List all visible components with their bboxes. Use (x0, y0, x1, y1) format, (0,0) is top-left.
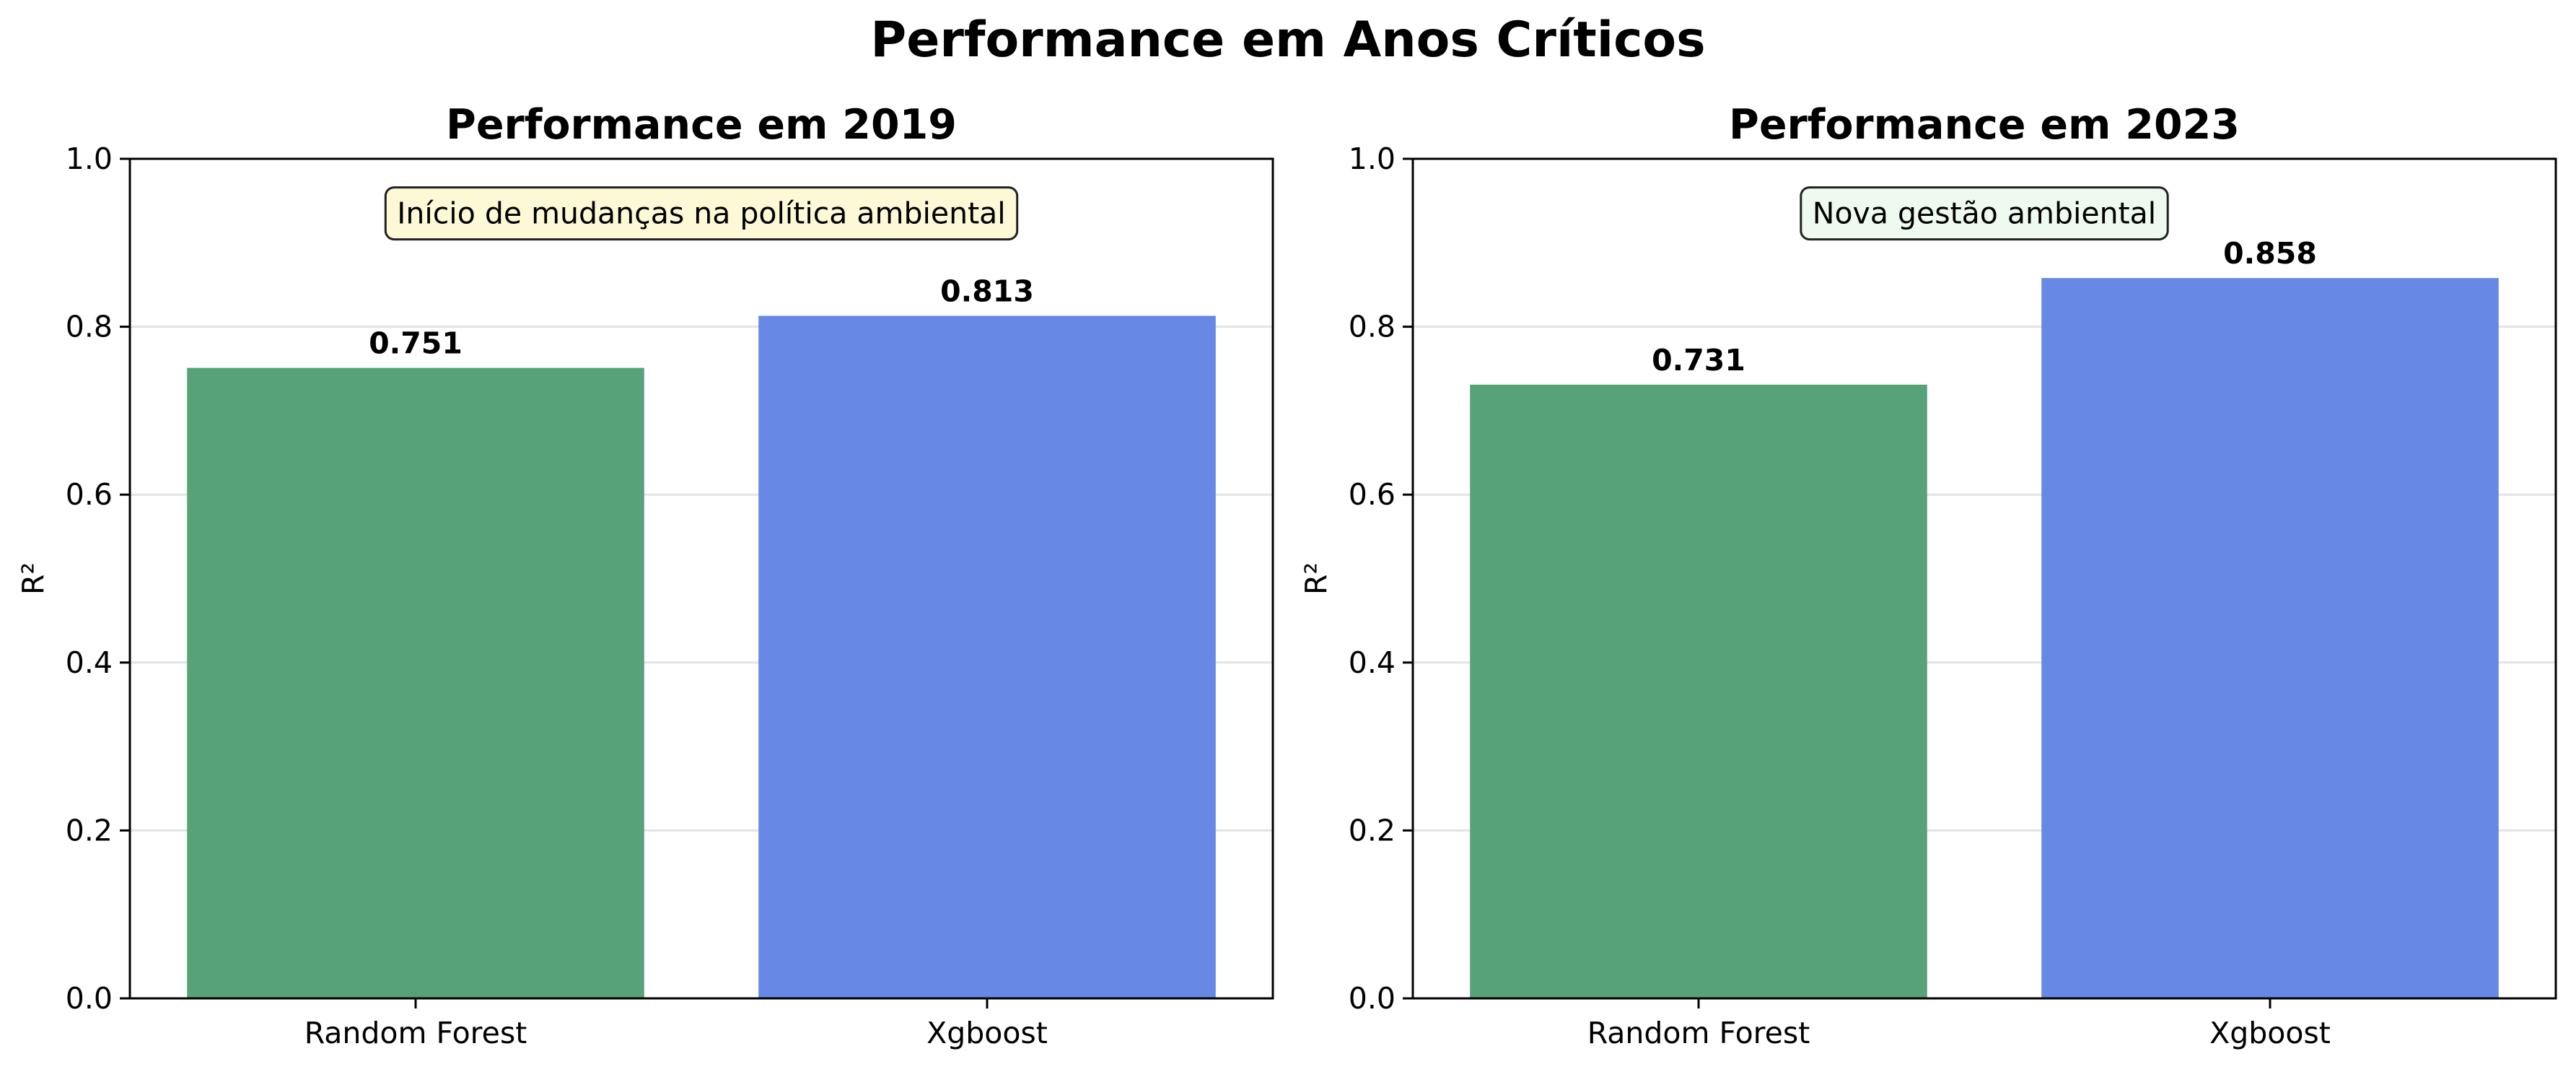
y-tick-label: 0.6 (1349, 477, 1396, 512)
axes-frame (1411, 157, 2557, 1000)
annotation-text: Nova gestão ambiental (1813, 196, 2156, 231)
panel-title: Performance em 2019 (446, 101, 957, 149)
x-tick-label: Xgboost (926, 1016, 1048, 1050)
chart-panel-2019: Performance em 2019 R² 0.0 0.2 0.4 0.6 0.8 1.… (16, 101, 1274, 1050)
bars (187, 315, 1216, 999)
x-ticks: Random Forest Xgboost (1587, 998, 2331, 1050)
chart-panel-2023: Performance em 2023 R² 0.0 0.2 0.4 0.6 0.8 1.… (1299, 101, 2557, 1050)
annotation-background (384, 186, 1019, 241)
y-tick-label: 0.2 (1349, 813, 1396, 847)
value-label: 0.751 (369, 326, 463, 361)
y-tick-label: 0.0 (66, 981, 113, 1016)
annotation-text: Início de mudanças na política ambiental (397, 196, 1005, 231)
annotation-box: Início de mudanças na política ambiental (384, 186, 1019, 241)
annotation-background (1800, 186, 2169, 241)
value-label: 0.813 (940, 274, 1034, 308)
y-tick-label: 0.2 (66, 813, 113, 847)
x-tick-label: Random Forest (1587, 1016, 1810, 1050)
y-tick-label: 1.0 (66, 141, 113, 176)
bar (2041, 278, 2499, 998)
value-label: 0.858 (2223, 236, 2317, 271)
bars (1470, 278, 2499, 998)
bar (1470, 384, 1927, 998)
value-labels: 0.731 0.858 (1652, 236, 2317, 378)
bar (187, 367, 644, 998)
annotation-box: Nova gestão ambiental (1800, 186, 2169, 241)
x-tick-label: Random Forest (305, 1016, 527, 1050)
y-axis-label: R² (16, 562, 51, 595)
x-ticks: Random Forest Xgboost (305, 998, 1048, 1050)
axes-frame (128, 157, 1274, 1000)
y-tick-label: 0.8 (66, 310, 113, 344)
y-ticks: 0.0 0.2 0.4 0.6 0.8 1.0 (66, 141, 130, 1016)
x-tick-label: Xgboost (2209, 1016, 2331, 1050)
y-axis-label: R² (1299, 562, 1333, 595)
value-labels: 0.751 0.813 (369, 274, 1034, 360)
y-ticks: 0.0 0.2 0.4 0.6 0.8 1.0 (1349, 141, 1413, 1016)
value-label: 0.731 (1652, 343, 1745, 378)
y-tick-label: 0.8 (1349, 310, 1396, 344)
figure-title: Performance em Anos Críticos (870, 12, 1705, 69)
y-tick-label: 0.0 (1349, 981, 1396, 1016)
y-tick-label: 1.0 (1349, 141, 1396, 176)
bar (758, 315, 1216, 999)
panel-title: Performance em 2023 (1729, 101, 2240, 149)
y-tick-label: 0.6 (66, 477, 113, 512)
y-tick-label: 0.4 (66, 645, 113, 680)
y-tick-label: 0.4 (1349, 645, 1396, 680)
